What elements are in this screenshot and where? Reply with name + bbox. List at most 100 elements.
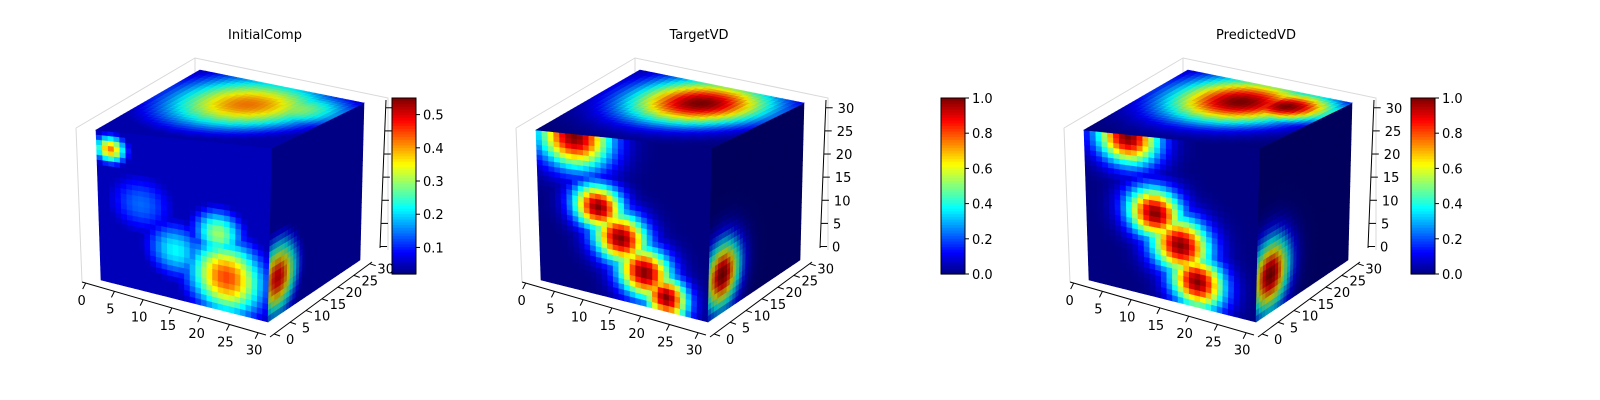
voxel-cell: [236, 155, 243, 163]
voxel-cell: [156, 288, 163, 296]
voxel-cell: [139, 284, 146, 292]
voxel-cell: [142, 134, 150, 141]
voxel-cell: [658, 142, 666, 150]
voxel-cell: [256, 313, 263, 321]
voxel-cell: [119, 132, 126, 139]
voxel-cell: [177, 154, 185, 161]
voxel-cell: [588, 140, 596, 147]
voxel-cell: [230, 171, 237, 179]
voxel-cell: [546, 275, 553, 284]
voxel-cell: [247, 168, 255, 176]
voxel-cell: [557, 278, 564, 286]
voxel-cell: [687, 156, 695, 164]
voxel-cell: [617, 143, 625, 151]
voxel-cell: [218, 164, 226, 172]
voxel-cell: [122, 280, 130, 288]
y-tick-label: 30: [377, 263, 394, 278]
voxel-cell: [224, 165, 231, 173]
voxel-cell: [148, 135, 156, 142]
voxel-cell: [224, 142, 232, 150]
voxel-cell: [259, 157, 267, 166]
voxel-cell: [148, 140, 156, 147]
voxel-cell: [652, 158, 660, 166]
voxel-cell: [241, 167, 249, 175]
voxel-cell: [160, 146, 167, 154]
voxel-cell: [265, 158, 273, 166]
voxel-cell: [641, 145, 648, 153]
voxel-cell: [177, 138, 185, 145]
left-pane-edge: [515, 127, 523, 283]
voxel-cell: [676, 144, 683, 151]
voxel-cell: [658, 164, 666, 172]
voxel-cell: [600, 146, 607, 154]
x-tick-mark: [254, 332, 259, 339]
voxel-cell: [658, 147, 666, 155]
voxel-cell: [207, 141, 214, 148]
voxel-cell: [693, 151, 701, 159]
voxel-cell: [264, 181, 272, 189]
voxel-cell: [682, 155, 689, 164]
back-pane: [75, 57, 389, 250]
voxel-cell: [150, 286, 157, 295]
voxel-cell: [635, 145, 642, 153]
voxel-cell: [612, 153, 619, 161]
voxel-cell: [189, 296, 196, 305]
voxel-cell: [582, 134, 590, 141]
voxel-cell: [699, 175, 706, 183]
voxel-cell: [687, 162, 695, 170]
voxel-cell: [588, 135, 596, 142]
x-tick-mark: [139, 299, 144, 306]
colorbar-tick-label: 0.3: [423, 175, 444, 190]
voxel-cell: [236, 144, 243, 151]
voxel-cell: [687, 179, 695, 187]
y-tick-label: 10: [314, 310, 331, 325]
voxel-cell: [641, 162, 648, 170]
voxel-cell: [635, 156, 642, 164]
voxel-cell: [236, 172, 243, 180]
voxel-cell: [142, 139, 150, 147]
voxel-cell: [699, 163, 707, 171]
voxel-cell: [259, 169, 266, 177]
voxel-cell: [234, 307, 241, 316]
voxel-cell: [177, 143, 185, 151]
voxel-cell: [173, 292, 180, 300]
voxel-cell: [540, 274, 547, 282]
voxel-cell: [130, 138, 138, 145]
voxel-cell: [559, 132, 566, 139]
voxel-cell: [253, 157, 261, 165]
voxel-cell: [201, 145, 208, 153]
voxel-cell: [113, 131, 120, 138]
left-pane-edge: [75, 127, 83, 283]
voxel-cell: [136, 133, 144, 141]
voxel-cell: [259, 152, 267, 160]
x-tick-label: 20: [188, 327, 205, 342]
voxel-cell: [212, 158, 220, 166]
voxel-cell: [635, 139, 642, 147]
voxel-cell: [184, 295, 191, 303]
voxel-cell: [693, 157, 701, 165]
voxel-cell: [265, 152, 273, 160]
voxel-cell: [688, 150, 695, 158]
voxel-cell: [606, 142, 613, 149]
voxel-cell: [699, 146, 707, 154]
voxel-cell: [657, 303, 664, 312]
voxel-cell: [635, 297, 642, 306]
voxel-cell: [247, 156, 255, 164]
voxel-cell: [172, 153, 179, 161]
voxel-cell: [705, 164, 712, 172]
voxel-cell: [195, 139, 202, 147]
voxel-cell: [652, 152, 660, 160]
voxel-cell: [224, 154, 232, 161]
voxel-cell: [247, 179, 255, 187]
voxel-cell: [647, 146, 654, 154]
voxel-cell: [133, 282, 141, 291]
voxel-cell: [635, 150, 642, 158]
voxel-cell: [259, 146, 267, 154]
voxel-cell: [705, 158, 713, 166]
voxel-cell: [629, 139, 637, 146]
x-tick-label: 10: [131, 311, 148, 326]
y-tick-mark: [353, 274, 360, 278]
voxel-cell: [207, 152, 214, 159]
voxel-cell: [195, 145, 202, 153]
voxel-cell: [247, 173, 255, 181]
